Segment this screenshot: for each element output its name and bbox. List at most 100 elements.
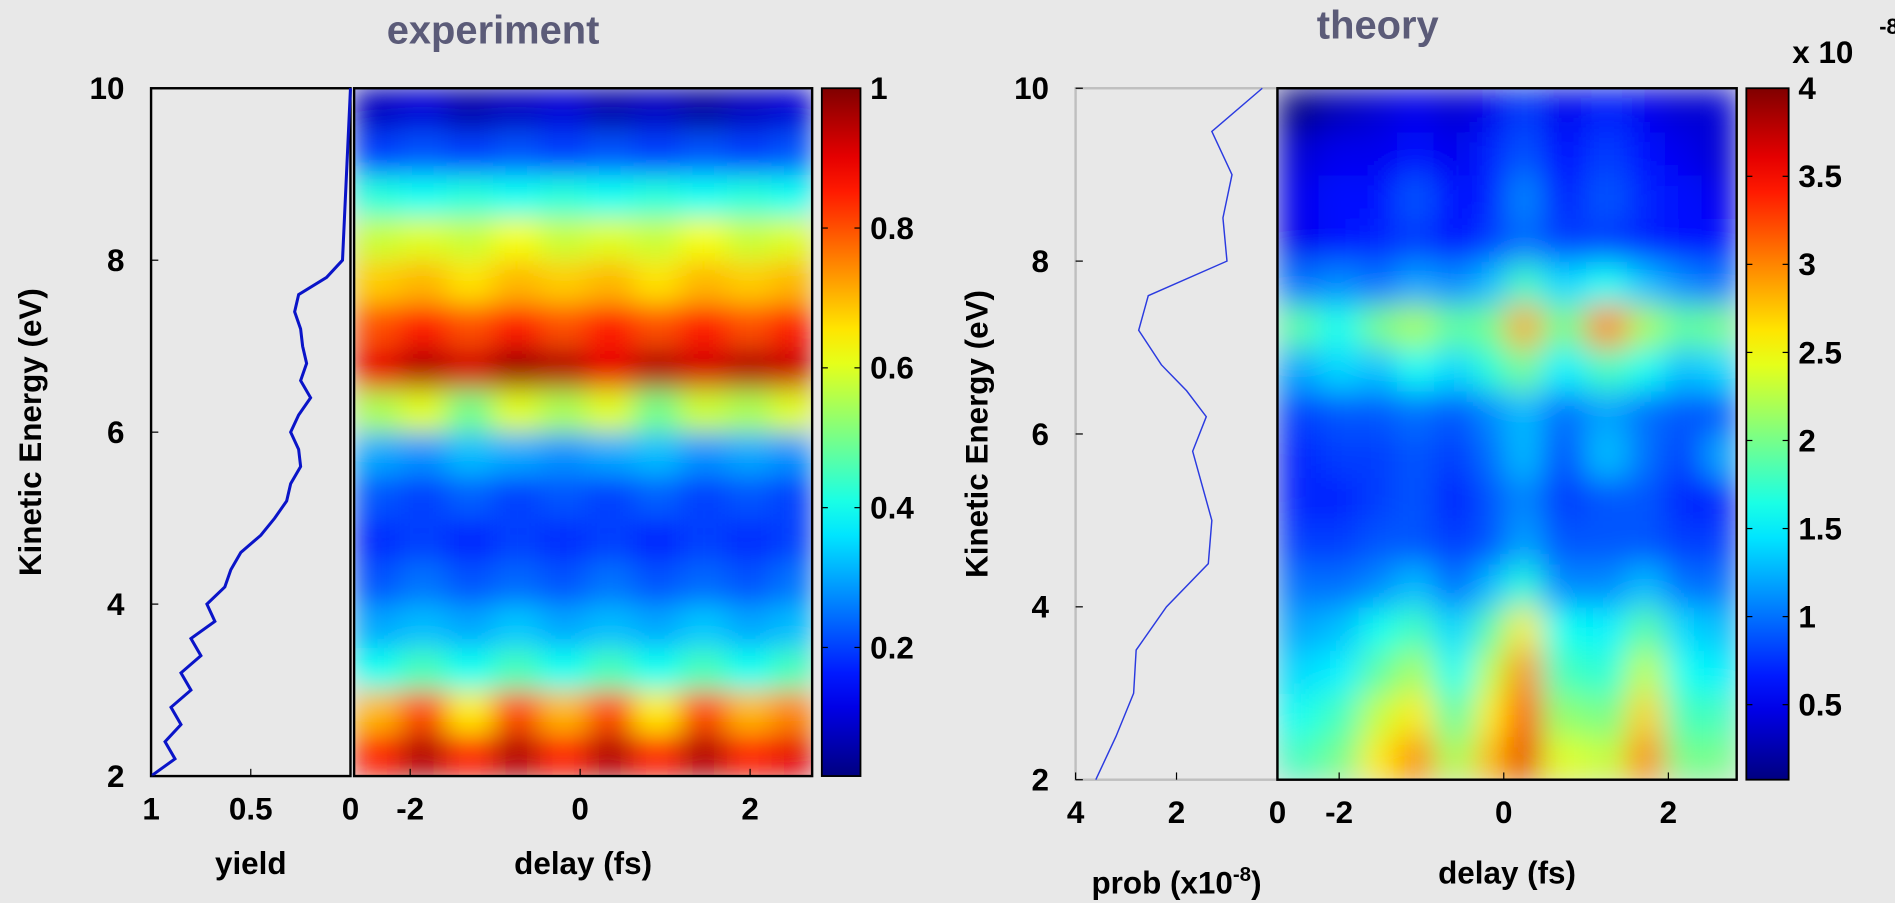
heatmap-cell — [1664, 304, 1703, 349]
heatmap-cell — [1277, 304, 1320, 349]
y-tick-label: 6 — [107, 415, 124, 450]
heatmap-cell — [1701, 736, 1737, 780]
heatmap-cell — [1586, 217, 1628, 262]
heatmap-cell — [1586, 606, 1628, 651]
heatmap-cell — [679, 389, 728, 433]
colorbar-tick-label: 1.5 — [1798, 511, 1842, 546]
colorbar — [820, 87, 862, 777]
heatmap-cell — [354, 475, 401, 519]
heatmap-cell — [1540, 304, 1587, 349]
heatmap-cell — [354, 217, 401, 261]
heatmap-cell — [633, 604, 681, 648]
heatmap-cell — [493, 88, 541, 132]
heatmap-cell — [586, 432, 634, 476]
heatmap-cell — [1664, 174, 1703, 219]
heatmap-cell — [354, 733, 401, 777]
heatmap-cell — [493, 346, 541, 390]
heatmap-cell — [1359, 606, 1398, 651]
heatmap-cell — [1540, 131, 1587, 176]
heatmap-cell — [446, 690, 494, 734]
heatmap-cell — [1433, 433, 1476, 478]
heatmap-cell — [1474, 520, 1509, 565]
heatmap-cell — [1540, 563, 1587, 608]
heatmap-cell — [1507, 347, 1542, 392]
heatmap-cell — [493, 217, 541, 261]
heatmap-cell — [1664, 131, 1703, 176]
heatmap-cell — [726, 647, 773, 691]
heatmap-cell — [586, 389, 634, 433]
heatmap-cell — [446, 174, 494, 218]
heatmap-cell — [1359, 347, 1398, 392]
colorbar-tick-label: 3 — [1798, 247, 1815, 282]
heatmap-cell — [1664, 477, 1703, 522]
heatmap-cell — [354, 518, 401, 562]
heatmap-cell — [1627, 174, 1665, 219]
heatmap-cell — [446, 475, 494, 519]
heatmap-cell — [1507, 174, 1542, 219]
heatmap-cell — [399, 604, 448, 648]
heatmap-cell — [679, 346, 728, 390]
heatmap-cell — [1277, 390, 1320, 435]
heatmap-cell — [1701, 477, 1737, 522]
heatmap-cell — [633, 475, 681, 519]
panel-title: experiment — [387, 9, 600, 53]
heatmap-cell — [1396, 736, 1435, 780]
heatmap-cell — [1507, 304, 1542, 349]
heatmap-cell — [1318, 217, 1361, 262]
heatmap-cell — [1540, 390, 1587, 435]
heatmap-cell — [1396, 563, 1435, 608]
profile-line — [1095, 87, 1263, 781]
heatmap-cell — [726, 518, 773, 562]
heatmap-cell — [726, 303, 773, 347]
heatmap-cell — [493, 604, 541, 648]
colorbar-tick-label: 1 — [1798, 599, 1815, 634]
heatmap-cell — [354, 432, 401, 476]
heatmap-cell — [1540, 347, 1587, 392]
heatmap-cell — [1701, 217, 1737, 262]
heatmap-cell — [726, 346, 773, 390]
heatmap-cell — [354, 561, 401, 605]
heatmap-cell — [539, 174, 588, 218]
heatmap-cell — [446, 518, 494, 562]
colorbar-tick-label: 4 — [1798, 71, 1816, 106]
heatmap-cell — [446, 389, 494, 433]
heatmap-cell — [1507, 606, 1542, 651]
heatmap-cell — [1318, 304, 1361, 349]
heatmap-cell — [1474, 261, 1509, 306]
heatmap-cell — [1507, 693, 1542, 738]
heatmap-cell — [1318, 131, 1361, 176]
y-tick-label: 2 — [107, 759, 124, 794]
heatmap-cell — [1664, 563, 1703, 608]
heatmap-cell — [771, 260, 813, 304]
heatmap-cell — [1318, 693, 1361, 738]
heatmap-cell — [726, 733, 773, 777]
heatmap-cell — [1359, 520, 1398, 565]
heatmap-cell — [586, 217, 634, 261]
heatmap-cell — [539, 690, 588, 734]
heatmap-cell — [1627, 390, 1665, 435]
heatmap-cell — [679, 604, 728, 648]
heatmap-area — [1277, 88, 1737, 780]
heatmap-cell — [1701, 520, 1737, 565]
heatmap-cell — [1433, 477, 1476, 522]
heatmap-cell — [1433, 174, 1476, 219]
x-tick-label: 1 — [142, 792, 159, 827]
heatmap-cell — [539, 561, 588, 605]
heatmap-cell — [726, 604, 773, 648]
heatmap-panel: theory 0.5 1 1.5 2 2.5 3 3.5 4x 10 -8 -2 0 2 delay (f… — [1276, 4, 1895, 891]
heatmap-cell — [1627, 693, 1665, 738]
x-tick-label: 0 — [571, 792, 588, 827]
heatmap-cell — [1474, 563, 1509, 608]
heatmap-cell — [1664, 606, 1703, 651]
y-tick-label: 6 — [1032, 417, 1049, 452]
heatmap-cell — [679, 733, 728, 777]
heatmap-cell — [586, 561, 634, 605]
heatmap-cell — [446, 432, 494, 476]
heatmap-cell — [771, 561, 813, 605]
heatmap-cell — [1474, 88, 1509, 133]
heatmap-cell — [1359, 131, 1398, 176]
heatmap-cell — [586, 733, 634, 777]
y-tick-label: 8 — [107, 243, 124, 278]
heatmap-cell — [399, 88, 448, 132]
